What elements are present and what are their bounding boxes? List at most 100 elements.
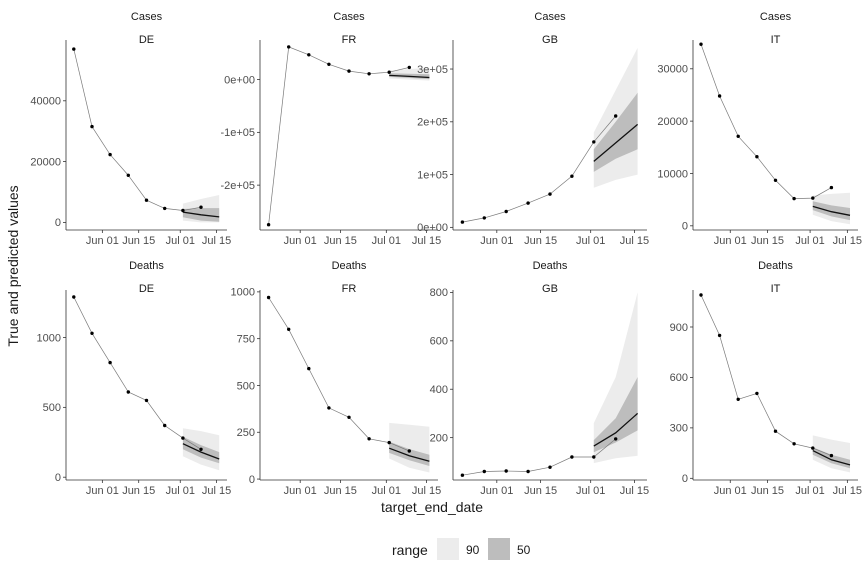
median-line	[388, 447, 430, 462]
legend-key-90	[437, 538, 459, 560]
y-tick-label: 2e+05	[417, 117, 448, 129]
truth-line	[700, 294, 832, 456]
truth-point	[163, 206, 167, 211]
truth-point	[736, 397, 740, 401]
x-tick-label: Jun 01	[714, 235, 747, 247]
x-tick-label: Jul 15	[833, 235, 862, 247]
truth-point	[699, 42, 703, 46]
x-tick-label: Jun 15	[524, 235, 557, 247]
median-line	[182, 211, 220, 218]
y-tick-label: 0	[249, 474, 255, 486]
truth-point	[526, 201, 530, 205]
truth-point	[407, 65, 411, 70]
truth-point	[592, 455, 596, 459]
truth-point	[548, 192, 552, 196]
x-tick-label: Jul 01	[166, 235, 195, 247]
truth-point	[548, 465, 552, 469]
y-tick-label: 30000	[657, 64, 688, 76]
truth-point	[792, 196, 796, 201]
band-50	[812, 201, 850, 221]
x-tick-label: Jul 01	[795, 235, 824, 247]
x-tick-label: Jul 01	[372, 485, 401, 497]
facet-panel: Cases DE 0 20000 40000 Jun 01 Jun 15 Jul 01 Jul …	[30, 11, 231, 247]
truth-point	[327, 62, 331, 66]
truth-point	[387, 440, 391, 445]
legend-title: range	[392, 542, 428, 558]
truth-point	[199, 205, 203, 209]
x-tick-label: Jun 15	[324, 485, 357, 497]
y-tick-label: 20000	[657, 116, 688, 128]
x-tick-label: Jun 01	[480, 235, 513, 247]
x-tick-label: Jun 01	[86, 485, 119, 497]
facet-subtitle: IT	[771, 283, 781, 295]
y-tick-label: 1000	[37, 332, 61, 344]
median-line	[812, 450, 851, 466]
y-tick-label: 0	[682, 473, 688, 485]
facet-panel: Deaths DE 0 500 1000 Jun 01 Jun 15 Jul 01 Jul 15	[37, 260, 232, 497]
facet-title: Cases	[131, 11, 163, 23]
truth-point	[736, 134, 740, 138]
y-tick-label: 600	[430, 336, 448, 348]
truth-point	[717, 333, 722, 338]
x-tick-label: Jun 15	[324, 235, 357, 247]
x-axis-title: target_end_date	[381, 499, 483, 515]
truth-point	[614, 437, 618, 441]
truth-point	[755, 155, 759, 159]
truth-point	[90, 124, 94, 129]
x-tick-label: Jul 01	[372, 235, 401, 247]
truth-point	[504, 209, 508, 214]
truth-point	[72, 295, 76, 299]
y-tick-label: 20000	[30, 156, 61, 168]
facet-subtitle: DE	[139, 283, 154, 295]
legend-key-50	[488, 538, 510, 560]
y-axis-title: True and predicted values	[5, 185, 21, 346]
truth-line	[268, 297, 410, 452]
x-tick-label: Jun 15	[122, 485, 155, 497]
facet-title: Cases	[760, 11, 792, 23]
y-tick-label: 750	[237, 333, 255, 345]
y-tick-label: 0e+00	[224, 74, 255, 86]
x-tick-label: Jul 01	[576, 235, 605, 247]
truth-point	[717, 94, 722, 98]
truth-point	[181, 436, 185, 440]
truth-point	[699, 293, 703, 297]
x-tick-label: Jun 15	[751, 485, 784, 497]
truth-point	[811, 446, 815, 450]
truth-point	[829, 453, 834, 458]
truth-point	[126, 173, 130, 177]
truth-point	[570, 455, 574, 459]
truth-point	[144, 198, 149, 202]
legend-label: 50	[517, 543, 531, 557]
truth-point	[460, 220, 465, 224]
truth-point	[266, 223, 271, 227]
truth-point	[460, 473, 465, 477]
y-tick-label: 200	[430, 432, 448, 444]
x-tick-label: Jul 15	[412, 485, 441, 497]
x-tick-label: Jul 15	[833, 485, 862, 497]
y-tick-label: 0e+00	[417, 222, 448, 234]
facet-panel: Deaths IT 0 300 600 900 Jun 01 Jun 15 Jul 01 Jul …	[670, 260, 862, 497]
truth-point	[387, 70, 391, 74]
y-tick-label: 10000	[657, 168, 688, 180]
x-tick-label: Jun 15	[524, 485, 557, 497]
truth-line	[700, 44, 832, 199]
facet-subtitle: GB	[542, 34, 558, 46]
truth-point	[90, 331, 94, 335]
truth-point	[829, 185, 834, 190]
median-line	[593, 412, 639, 447]
truth-point	[482, 469, 486, 474]
truth-point	[199, 447, 203, 451]
truth-point	[755, 391, 759, 396]
facet-subtitle: IT	[771, 34, 781, 46]
x-tick-label: Jul 15	[620, 235, 649, 247]
x-tick-label: Jun 01	[714, 485, 747, 497]
truth-point	[163, 423, 167, 428]
x-tick-label: Jun 15	[751, 235, 784, 247]
truth-point	[126, 390, 130, 394]
truth-line	[73, 49, 202, 211]
y-tick-label: 900	[670, 322, 688, 334]
truth-point	[407, 449, 411, 453]
legend-label: 90	[466, 543, 480, 557]
